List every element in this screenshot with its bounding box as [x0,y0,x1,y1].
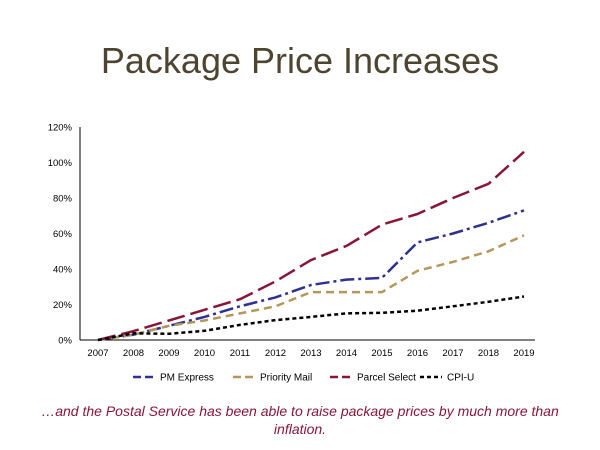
chart-axes [79,127,535,341]
x-tick-label: 2013 [300,348,321,359]
x-tick-label: 2015 [371,348,392,359]
x-tick-label: 2017 [442,348,463,359]
y-tick-label: 80% [53,194,73,205]
legend-label-parcel-select: Parcel Select [357,373,416,384]
x-tick-label: 2008 [123,348,144,359]
slide-footnote: …and the Postal Service has been able to… [41,403,559,437]
x-tick-label: 2014 [336,348,357,359]
series-line-pm-express [97,209,525,342]
x-tick-label: 2011 [230,348,250,359]
x-tick-label: 2016 [407,348,428,359]
y-tick-label: 120% [48,123,73,134]
legend-label-pm-express: PM Express [160,373,214,384]
legend-label-cpi-u: CPI-U [447,373,474,384]
x-tick-label: 2007 [87,348,108,359]
series-lines [97,150,525,342]
y-axis-ticks: 0% 20% 40% 60% 80% 100% 120% [48,123,73,347]
x-axis-ticks: 2007 2008 2009 2010 2011 2012 2013 2014 2015 2016… [87,348,534,359]
series-line-priority-mail [97,234,525,342]
x-tick-label: 2019 [513,348,534,359]
legend-label-priority-mail: Priority Mail [260,373,312,384]
y-tick-label: 60% [53,229,73,240]
y-tick-label: 0% [58,336,72,347]
x-tick-label: 2012 [265,348,286,359]
x-tick-label: 2010 [194,348,215,359]
y-tick-label: 40% [53,265,73,276]
chart-legend: PM Express Priority Mail Parcel Select CPI-… [133,373,474,384]
y-tick-label: 20% [53,300,73,311]
x-tick-label: 2009 [158,348,179,359]
series-line-cpi-u [97,295,525,342]
slide-title: Package Price Increases [100,40,500,81]
series-line-parcel-select [97,150,525,342]
y-tick-label: 100% [48,158,73,169]
x-tick-label: 2018 [478,348,499,359]
